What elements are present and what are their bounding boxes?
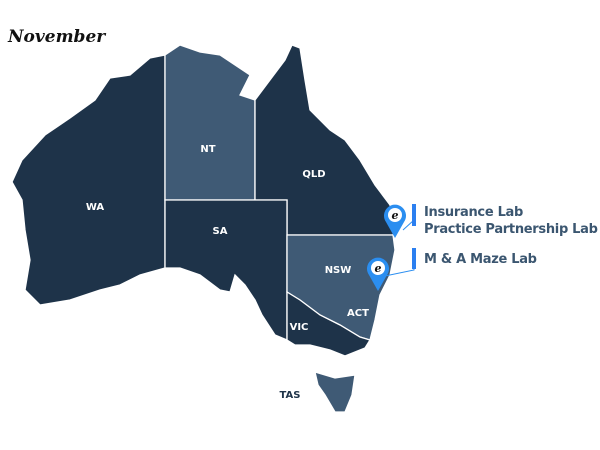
label-bar-2 [412, 248, 416, 269]
pin-1[interactable]: e [383, 204, 407, 238]
map-title: November [8, 27, 106, 47]
label-sa: SA [213, 226, 228, 237]
pin-2[interactable]: e [367, 257, 390, 291]
pin-label-ma-maze-lab: M & A Maze Lab [424, 252, 537, 267]
label-bar-1 [412, 204, 416, 226]
pin-label-practice-partnership-lab: Practice Partnership Lab [424, 222, 598, 237]
label-vic: VIC [290, 322, 309, 333]
state-wa[interactable] [11, 54, 166, 306]
pin-label-insurance-lab: Insurance Lab [424, 205, 524, 220]
label-wa: WA [86, 202, 105, 213]
label-nt: NT [200, 144, 215, 155]
label-act: ACT [347, 308, 369, 319]
label-tas: TAS [280, 390, 301, 401]
state-tas[interactable] [314, 371, 356, 413]
state-vic[interactable] [286, 290, 372, 357]
label-qld: QLD [302, 169, 325, 180]
e-logo-icon: e [392, 209, 399, 222]
state-sa[interactable] [164, 199, 288, 341]
e-logo-icon: e [375, 262, 382, 275]
state-nt[interactable] [164, 44, 256, 201]
label-nsw: NSW [325, 265, 352, 276]
